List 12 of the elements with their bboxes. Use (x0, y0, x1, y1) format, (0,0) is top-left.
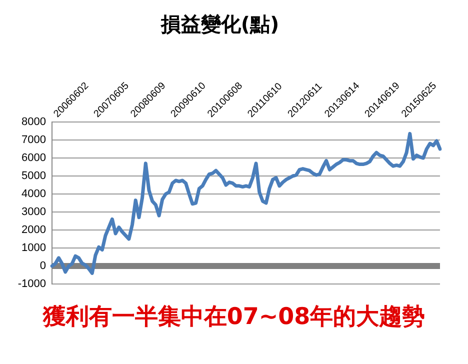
y-tick-label: 8000 (22, 116, 46, 128)
y-tick-label: 5000 (22, 170, 46, 182)
y-tick-label: 4000 (22, 188, 46, 200)
y-tick-label: 0 (40, 260, 46, 272)
y-tick-label: 6000 (22, 152, 46, 164)
chart-title: 損益變化(點) (160, 12, 280, 36)
y-tick-label: 1000 (22, 242, 46, 254)
y-tick-label: 3000 (22, 206, 46, 218)
y-tick-label: 7000 (22, 134, 46, 146)
text: 獲利有一半集中在07~08年的大趨勢 (42, 303, 426, 332)
y-tick-label: 2000 (22, 224, 46, 236)
y-tick-label: -1000 (18, 278, 46, 290)
